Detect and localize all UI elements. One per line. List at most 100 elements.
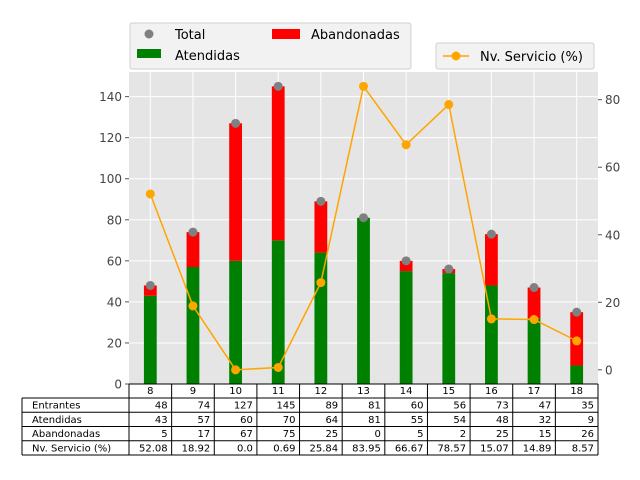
table-cell: 48 (496, 415, 509, 426)
table-col-header: 17 (528, 386, 541, 397)
table-cell: 127 (234, 401, 253, 412)
service-level-point (359, 81, 368, 91)
table-cell: 14.89 (523, 443, 552, 454)
bar-abandonadas (314, 201, 328, 253)
table-cell: 67 (240, 429, 253, 440)
bar-atendidas (527, 318, 541, 384)
table-cell: 5 (161, 429, 167, 440)
table-cell: 35 (581, 401, 594, 412)
table-col-header: 16 (485, 386, 498, 397)
table-cell: 56 (453, 401, 466, 412)
bar-atendidas (143, 295, 157, 384)
table-cell: 81 (368, 415, 381, 426)
table-row-label: Entrantes (32, 401, 80, 412)
y2-tick-label: 60 (605, 161, 620, 175)
legend-right (435, 42, 595, 70)
bar-atendidas (357, 217, 370, 384)
legend-label-abandonadas: Abandonadas (311, 28, 400, 43)
table-cell: 25.84 (310, 443, 339, 454)
total-point (529, 283, 539, 293)
table-cell: 145 (276, 401, 295, 412)
table-cell: 8.57 (572, 443, 594, 454)
total-point (486, 229, 496, 239)
service-level-point (486, 314, 496, 324)
y-tick-label: 20 (107, 336, 122, 350)
table-col-header: 14 (400, 386, 413, 397)
legend-label-service: Nv. Servicio (%) (480, 50, 583, 65)
legend-swatch-total (144, 29, 154, 39)
bar-atendidas (399, 271, 413, 384)
table-row-label: Abandonadas (32, 429, 100, 440)
service-level-point (401, 140, 411, 150)
y-tick-label: 60 (107, 254, 122, 268)
table-cell: 66.67 (395, 443, 424, 454)
table-cell: 43 (155, 415, 168, 426)
table-cell: 70 (283, 415, 296, 426)
y2-tick-label: 80 (605, 93, 620, 107)
service-level-point (145, 189, 155, 199)
table-cell: 2 (460, 429, 466, 440)
y-tick-label: 0 (114, 378, 122, 392)
table-col-header: 10 (229, 386, 242, 397)
y-tick-label: 140 (99, 90, 122, 104)
bar-atendidas (442, 273, 456, 384)
table-col-header: 12 (314, 386, 327, 397)
total-point (145, 280, 155, 290)
legend-marker-service (451, 51, 461, 61)
total-point (231, 118, 241, 128)
y2-tick-label: 20 (605, 296, 620, 310)
total-point (401, 256, 411, 266)
table-cell: 5 (417, 429, 423, 440)
table-cell: 15.07 (480, 443, 509, 454)
bar-atendidas (186, 267, 200, 384)
total-point (359, 213, 368, 223)
table-cell: 89 (325, 401, 338, 412)
y2-tick-label: 0 (605, 363, 613, 377)
table-col-header: 11 (272, 386, 285, 397)
table-cell: 83.95 (352, 443, 381, 454)
total-point (273, 81, 283, 91)
bar-atendidas (570, 365, 584, 384)
table-row-label: Nv. Servicio (%) (32, 443, 111, 454)
bar-abandonadas (399, 260, 413, 272)
table-col-header: 15 (442, 386, 455, 397)
bar-atendidas (314, 252, 328, 384)
bar-abandonadas (143, 285, 157, 296)
bar-atendidas (271, 240, 285, 384)
service-level-point (529, 315, 539, 325)
table-cell: 73 (496, 401, 509, 412)
table-cell: 52.08 (139, 443, 168, 454)
service-level-point (444, 100, 454, 110)
table-cell: 26 (581, 429, 594, 440)
total-point (316, 196, 326, 206)
table-cell: 47 (539, 401, 552, 412)
y-tick-label: 40 (107, 295, 122, 309)
bar-abandonadas (186, 232, 200, 267)
table-col-header: 9 (190, 386, 196, 397)
service-level-point (316, 278, 326, 288)
table-cell: 0.69 (273, 443, 295, 454)
table-cell: 74 (198, 401, 211, 412)
bar-abandonadas (485, 234, 498, 286)
table-col-header: 18 (570, 386, 583, 397)
legend-swatch-atendidas (137, 49, 161, 58)
table-cell: 54 (453, 415, 466, 426)
table-cell: 0 (374, 429, 380, 440)
total-point (572, 307, 582, 317)
legend-label-atendidas: Atendidas (175, 49, 240, 64)
table-col-header: 8 (147, 386, 153, 397)
table-row-label: Atendidas (32, 415, 82, 426)
legend-label-total: Total (174, 28, 205, 43)
y2-tick-label: 40 (605, 228, 620, 242)
table-cell: 60 (240, 415, 253, 426)
service-level-point (572, 336, 582, 346)
table-cell: 9 (588, 415, 594, 426)
y-tick-label: 80 (107, 213, 122, 227)
table-cell: 75 (283, 429, 296, 440)
bar-abandonadas (271, 86, 285, 241)
table-cell: 48 (155, 401, 168, 412)
legend-left (129, 22, 412, 70)
table-cell: 55 (411, 415, 424, 426)
total-point (188, 227, 198, 237)
